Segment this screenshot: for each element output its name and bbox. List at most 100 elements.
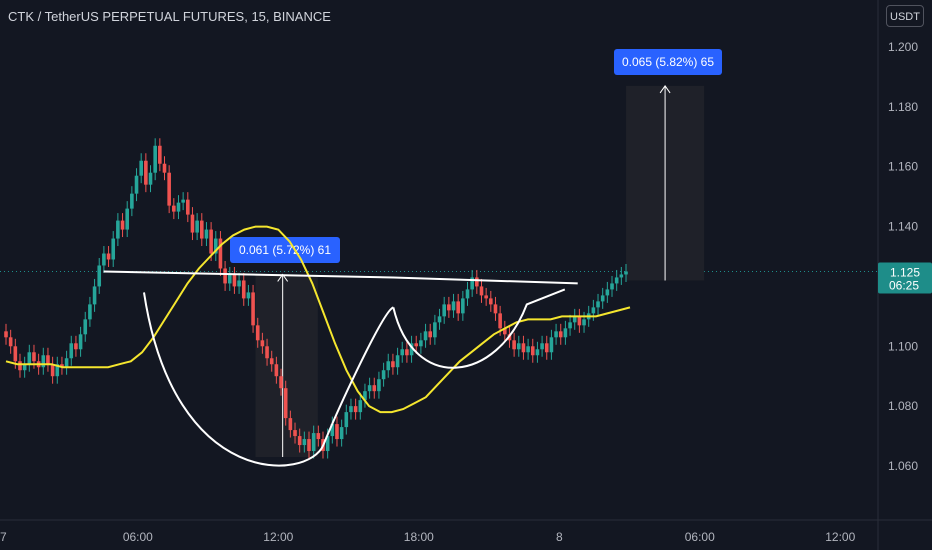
candle-body bbox=[46, 355, 50, 365]
candle bbox=[530, 338, 535, 363]
candle bbox=[386, 353, 391, 378]
candle bbox=[521, 335, 526, 360]
candle-body bbox=[69, 343, 74, 359]
candle bbox=[232, 266, 237, 294]
candle bbox=[377, 371, 381, 399]
candle-body bbox=[102, 253, 106, 266]
candle bbox=[526, 338, 530, 360]
y-tick-label: 1.100 bbox=[888, 339, 918, 353]
candle bbox=[311, 425, 316, 459]
candle-body bbox=[377, 379, 381, 392]
candle bbox=[400, 341, 405, 363]
candle bbox=[153, 138, 157, 181]
x-tick-label: 06:00 bbox=[685, 530, 715, 544]
candle bbox=[605, 281, 610, 303]
candle-body bbox=[204, 229, 209, 239]
candle-body bbox=[544, 343, 549, 353]
candle bbox=[316, 425, 321, 447]
candle bbox=[484, 287, 488, 306]
candle-body bbox=[260, 340, 265, 347]
candle bbox=[516, 335, 521, 357]
candle-body bbox=[409, 343, 414, 356]
candle bbox=[139, 153, 143, 184]
candle-body bbox=[493, 304, 498, 314]
candle-body bbox=[484, 295, 488, 299]
candle bbox=[88, 296, 92, 327]
candle bbox=[391, 353, 395, 375]
candle bbox=[591, 299, 596, 321]
candle bbox=[265, 338, 269, 366]
candle-body bbox=[83, 319, 88, 335]
candle bbox=[535, 341, 540, 363]
candle-body bbox=[106, 253, 111, 260]
candle bbox=[111, 231, 116, 267]
candle bbox=[204, 222, 209, 247]
candle-body bbox=[186, 199, 190, 215]
candle bbox=[451, 293, 456, 318]
candle-body bbox=[92, 286, 97, 305]
candle-body bbox=[363, 391, 367, 401]
candle bbox=[493, 296, 498, 321]
candle bbox=[144, 153, 148, 193]
candle-body bbox=[344, 412, 349, 428]
candle bbox=[465, 281, 470, 306]
candle bbox=[614, 269, 619, 291]
x-tick-label: 12:00 bbox=[263, 530, 293, 544]
candle bbox=[125, 201, 130, 238]
candle-body bbox=[134, 175, 139, 194]
candle-body bbox=[232, 274, 237, 287]
candle bbox=[195, 213, 199, 241]
candle-body bbox=[456, 301, 460, 314]
moving-average-line bbox=[5, 225, 631, 414]
candle bbox=[353, 398, 358, 420]
candle-body bbox=[116, 220, 120, 239]
candle bbox=[554, 323, 558, 345]
candle-body bbox=[470, 277, 474, 290]
candle bbox=[558, 323, 563, 345]
candle-body bbox=[563, 328, 568, 338]
candle-body bbox=[199, 220, 204, 239]
measure-label-bg bbox=[614, 49, 722, 75]
candle bbox=[363, 383, 367, 408]
x-tick-label: 18:00 bbox=[404, 530, 434, 544]
candle-body bbox=[498, 313, 502, 329]
candle-body bbox=[386, 361, 391, 371]
y-tick-label: 1.160 bbox=[888, 160, 918, 174]
candle-body bbox=[577, 316, 582, 326]
candle-body bbox=[18, 361, 22, 371]
candle bbox=[60, 356, 64, 375]
candle-body bbox=[265, 346, 269, 359]
candle-body bbox=[353, 406, 358, 413]
candle bbox=[610, 275, 614, 297]
candle-body bbox=[241, 280, 246, 299]
candle-body bbox=[502, 328, 507, 335]
candle-body bbox=[27, 352, 32, 365]
candle-body bbox=[339, 427, 344, 440]
candle-body bbox=[419, 340, 423, 347]
candle-body bbox=[237, 280, 241, 287]
candle bbox=[78, 326, 83, 357]
candle bbox=[544, 335, 549, 360]
candle-body bbox=[125, 208, 130, 230]
candle-body bbox=[535, 349, 540, 356]
candle-body bbox=[423, 331, 428, 341]
measure-label: 0.065 (5.82%) 65 bbox=[622, 55, 714, 69]
candle bbox=[199, 213, 204, 247]
candle-body bbox=[269, 358, 274, 365]
candle-body bbox=[335, 424, 339, 440]
candle bbox=[419, 332, 423, 354]
candle bbox=[4, 323, 8, 345]
currency-badge[interactable]: USDT bbox=[886, 5, 924, 27]
candle bbox=[479, 278, 484, 303]
candle bbox=[237, 272, 241, 294]
candle bbox=[456, 293, 460, 321]
candle-body bbox=[619, 274, 624, 278]
candle-body bbox=[181, 199, 185, 203]
candle-body bbox=[297, 436, 302, 446]
candle bbox=[92, 278, 97, 312]
candle bbox=[213, 231, 218, 261]
y-tick-label: 1.080 bbox=[888, 399, 918, 413]
candle bbox=[335, 416, 339, 447]
candle bbox=[241, 272, 246, 306]
